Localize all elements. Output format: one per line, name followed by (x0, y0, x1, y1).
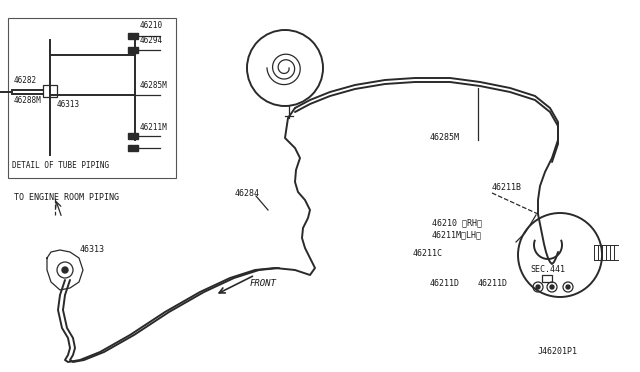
Text: 46211M: 46211M (140, 123, 168, 132)
Circle shape (566, 285, 570, 289)
Bar (8, 18, 176, 178)
Text: 46313: 46313 (57, 100, 80, 109)
Bar (128, 47, 138, 53)
Text: 46211M〈LH〉: 46211M〈LH〉 (432, 230, 482, 239)
Text: DETAIL OF TUBE PIPING: DETAIL OF TUBE PIPING (12, 161, 109, 170)
Circle shape (536, 285, 540, 289)
Text: 46288M: 46288M (14, 96, 42, 105)
Text: 46211D: 46211D (478, 279, 508, 288)
Text: 46282: 46282 (14, 76, 37, 85)
Text: 46284: 46284 (235, 189, 260, 198)
Circle shape (62, 267, 68, 273)
Circle shape (550, 285, 554, 289)
Text: J46201P1: J46201P1 (538, 347, 578, 356)
Text: 46211B: 46211B (492, 183, 522, 192)
Text: 46285M: 46285M (430, 133, 460, 142)
Text: TO ENGINE ROOM PIPING: TO ENGINE ROOM PIPING (14, 193, 119, 202)
Text: SEC.441: SEC.441 (530, 265, 565, 274)
Text: 46211C: 46211C (413, 249, 443, 258)
Text: 46285M: 46285M (140, 81, 168, 90)
Text: 46294: 46294 (140, 36, 163, 45)
Text: FRONT: FRONT (250, 279, 277, 288)
Text: 46313: 46313 (80, 245, 105, 254)
Bar (128, 145, 138, 151)
Bar (43, 85, 57, 97)
Text: 46210: 46210 (140, 21, 163, 30)
Bar (128, 133, 138, 139)
Text: 46211D: 46211D (430, 279, 460, 288)
Bar (542, 275, 552, 282)
Bar (128, 33, 138, 39)
Text: 46210 〈RH〉: 46210 〈RH〉 (432, 218, 482, 227)
